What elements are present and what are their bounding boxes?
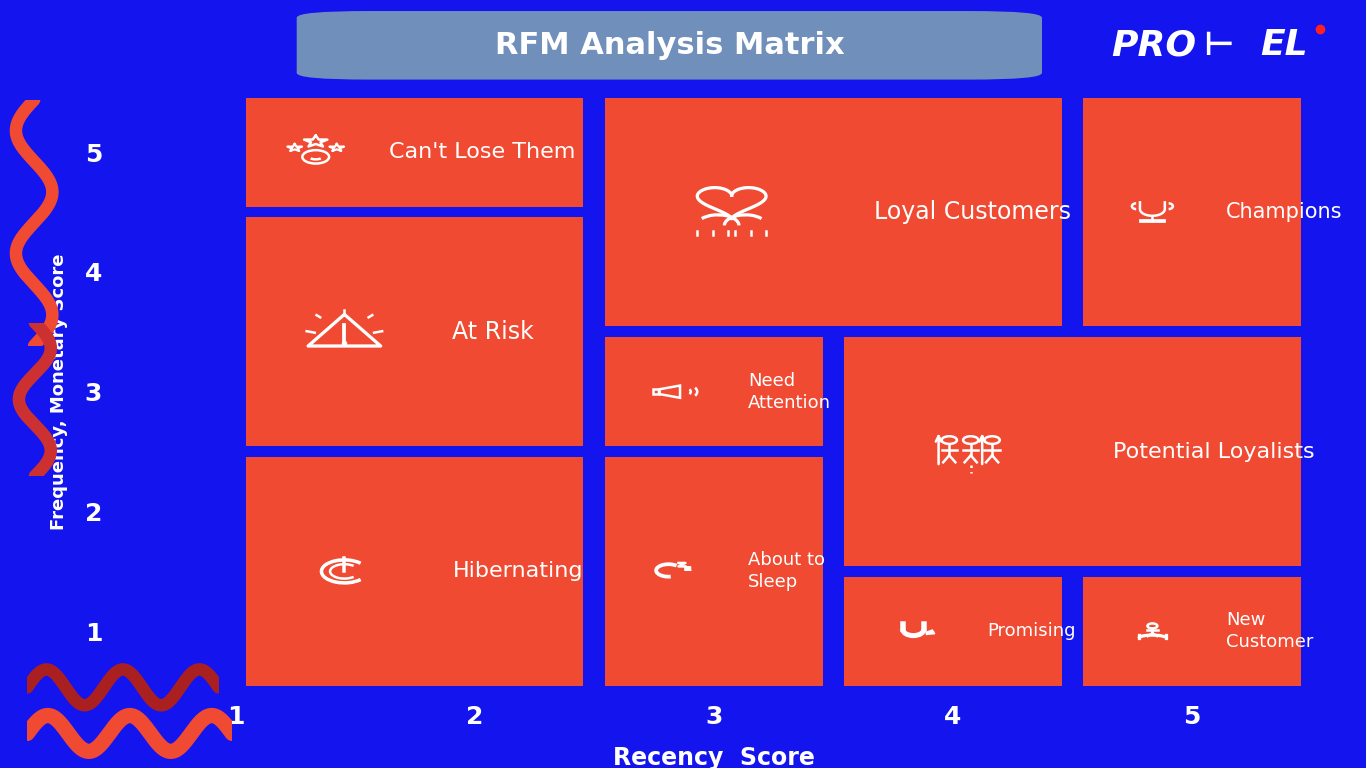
FancyBboxPatch shape — [246, 457, 583, 686]
X-axis label: Recency  Score: Recency Score — [613, 746, 814, 768]
Text: Loyal Customers: Loyal Customers — [874, 200, 1071, 224]
Text: Promising: Promising — [988, 622, 1075, 641]
Text: Need
Attention: Need Attention — [749, 372, 831, 412]
FancyBboxPatch shape — [246, 217, 583, 446]
Text: EL: EL — [1259, 28, 1307, 62]
FancyBboxPatch shape — [605, 98, 1061, 326]
FancyBboxPatch shape — [246, 98, 583, 207]
Text: Champions: Champions — [1227, 202, 1343, 222]
FancyBboxPatch shape — [605, 457, 822, 686]
Text: Hibernating: Hibernating — [452, 561, 583, 581]
FancyBboxPatch shape — [844, 337, 1300, 566]
FancyBboxPatch shape — [296, 11, 1042, 80]
FancyBboxPatch shape — [844, 577, 1061, 686]
Text: ⊢: ⊢ — [1203, 29, 1233, 61]
Y-axis label: Frequency, Monetary Score: Frequency, Monetary Score — [51, 253, 68, 530]
Text: Can't Lose Them: Can't Lose Them — [389, 142, 575, 162]
FancyBboxPatch shape — [605, 337, 822, 446]
FancyBboxPatch shape — [1083, 98, 1300, 326]
Text: RFM Analysis Matrix: RFM Analysis Matrix — [494, 31, 844, 60]
Text: Potential Loyalists: Potential Loyalists — [1113, 442, 1315, 462]
Text: PRO: PRO — [1112, 28, 1197, 62]
Text: New
Customer: New Customer — [1227, 611, 1313, 651]
FancyBboxPatch shape — [1083, 577, 1300, 686]
Text: At Risk: At Risk — [452, 319, 534, 344]
Text: About to
Sleep: About to Sleep — [749, 551, 825, 591]
